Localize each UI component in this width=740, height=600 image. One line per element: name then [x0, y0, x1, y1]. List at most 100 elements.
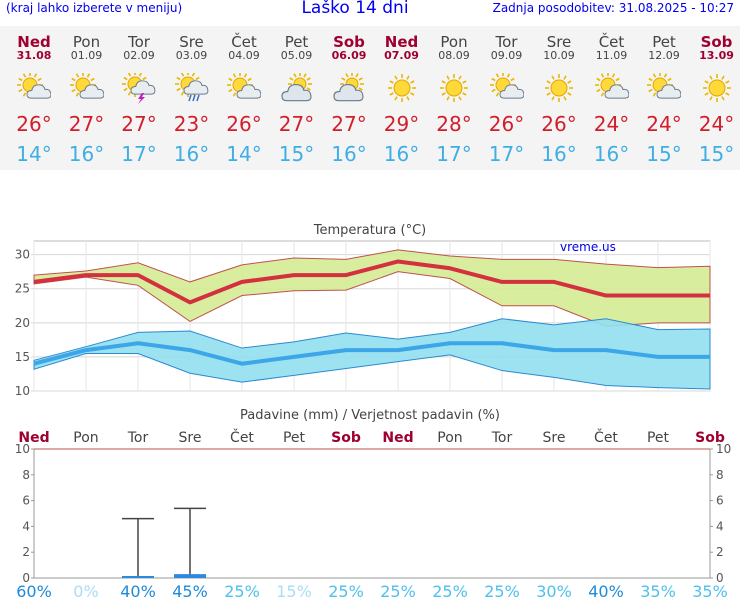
precipitation-y-tick-right: 6 — [716, 494, 724, 508]
forecast-day[interactable]: Ned 31.08 26° 14° — [8, 26, 60, 170]
day-date: 06.09 — [331, 49, 367, 62]
day-date: 09.09 — [490, 49, 523, 62]
day-name: Pon — [440, 33, 468, 51]
day-name: Sob — [333, 33, 365, 51]
day-name: Pet — [284, 33, 309, 51]
min-temperature: 16° — [173, 142, 210, 166]
day-date: 01.09 — [70, 49, 103, 62]
precipitation-y-tick-left: 8 — [22, 468, 30, 482]
day-name: Čet — [231, 33, 257, 51]
precipitation-chart-title: Padavine (mm) / Verjetnost padavin (%) — [240, 408, 500, 423]
sun-icon — [700, 73, 734, 103]
sun-cloud-icon — [17, 72, 52, 103]
precipitation-probability: 35% — [692, 582, 728, 600]
precipitation-probability: 25% — [484, 582, 520, 600]
min-temperature: 16° — [593, 142, 630, 166]
forecast-day[interactable]: Tor 02.09 27° 17° — [113, 26, 165, 170]
location-hint[interactable]: (kraj lahko izberete v meniju) — [6, 1, 183, 15]
precipitation-day-label: Ned — [382, 430, 413, 446]
temperature-y-tick: 25 — [15, 282, 30, 296]
precipitation-y-tick-right: 2 — [716, 545, 724, 559]
day-date: 04.09 — [228, 49, 260, 62]
forecast-day[interactable]: Ned 07.09 29° 16° — [376, 26, 428, 170]
day-name: Tor — [128, 33, 150, 51]
max-temperature: 24° — [698, 112, 735, 136]
precipitation-probability: 0% — [73, 582, 98, 600]
sun-icon — [542, 73, 576, 103]
forecast-day[interactable]: Pet 05.09 27° 15° — [271, 26, 323, 170]
min-temperature-line — [33, 341, 710, 366]
precipitation-probability: 15% — [276, 582, 312, 600]
day-name: Sre — [179, 33, 204, 51]
day-date: 08.09 — [438, 49, 470, 62]
day-name: Sre — [546, 33, 572, 51]
max-temperature: 23° — [173, 112, 210, 136]
forecast-day[interactable]: Sob 06.09 27° 16° — [323, 26, 375, 170]
min-temperature: 16° — [541, 142, 577, 166]
day-name: Tor — [495, 33, 518, 51]
precipitation-y-tick-right: 4 — [716, 519, 724, 533]
day-name: Ned — [384, 33, 419, 51]
day-date: 13.09 — [699, 49, 734, 62]
daily-forecast-strip: Ned 31.08 26° 14° Pon 01.09 27° 16° Tor 02.09 27° 1… — [0, 26, 740, 170]
max-temperature: 26° — [16, 112, 52, 136]
sun-cloud-icon — [227, 72, 262, 103]
day-date: 11.09 — [595, 49, 628, 62]
day-date: 31.08 — [16, 49, 52, 62]
min-temperature: 14° — [226, 142, 262, 166]
precipitation-day-label: Tor — [127, 430, 149, 446]
day-name: Sob — [700, 33, 733, 51]
precipitation-probability: 25% — [432, 582, 468, 600]
min-temperature: 15° — [646, 142, 682, 166]
precipitation-probability: 45% — [172, 582, 208, 600]
cloudy-icon — [332, 72, 366, 103]
min-temperature-band — [33, 318, 711, 390]
precipitation-probability: 40% — [588, 582, 624, 600]
temperature-y-tick: 10 — [15, 384, 30, 398]
temperature-chart-title: Temperatura (°C) — [313, 223, 426, 238]
temperature-y-tick: 20 — [15, 316, 30, 330]
page-title[interactable]: Laško 14 dni — [301, 0, 409, 18]
day-date: 12.09 — [648, 49, 680, 62]
forecast-day[interactable]: Pet 12.09 24° 15° — [638, 26, 690, 170]
precipitation-day-label: Pet — [283, 430, 306, 446]
precipitation-y-tick-left: 10 — [15, 442, 30, 456]
temperature-y-tick: 30 — [15, 248, 30, 262]
sun-cloud-icon — [594, 72, 629, 103]
temperature-y-tick: 15 — [15, 350, 30, 364]
forecast-day[interactable]: Sob 13.09 24° 15° — [691, 26, 740, 170]
day-date: 07.09 — [384, 49, 419, 62]
max-temperature: 27° — [121, 112, 157, 136]
sun-icon — [437, 73, 471, 103]
max-temperature: 27° — [68, 112, 105, 136]
max-temperature: 27° — [278, 112, 315, 136]
sun-cloud-icon — [647, 72, 682, 103]
forecast-day[interactable]: Pon 01.09 27° 16° — [61, 26, 113, 170]
precipitation-y-tick-left: 4 — [22, 519, 30, 533]
sun-icon — [385, 73, 419, 103]
precipitation-y-tick-left: 6 — [22, 494, 30, 508]
min-temperature: 17° — [121, 142, 157, 166]
min-temperature: 14° — [16, 142, 52, 166]
precipitation-day-label: Sre — [179, 430, 202, 446]
forecast-day[interactable]: Čet 04.09 26° 14° — [218, 26, 270, 170]
day-date: 03.09 — [175, 49, 208, 62]
precipitation-probability: 25% — [224, 582, 260, 600]
forecast-day[interactable]: Sre 03.09 23° 16° — [166, 26, 218, 170]
precipitation-day-label: Sob — [695, 430, 725, 446]
max-temperature: 26° — [226, 112, 262, 136]
max-temperature-band — [33, 249, 711, 327]
last-update-label: Zadnja posodobitev: 31.08.2025 - 10:27 — [492, 1, 734, 15]
forecast-day[interactable]: Sre 10.09 26° 16° — [533, 26, 585, 170]
forecast-day[interactable]: Čet 11.09 24° 16° — [586, 26, 638, 170]
min-temperature: 15° — [278, 142, 315, 166]
min-temperature: 15° — [698, 142, 735, 166]
min-temperature: 16° — [68, 142, 105, 166]
forecast-day[interactable]: Tor 09.09 26° 17° — [481, 26, 533, 170]
max-temperature: 26° — [488, 112, 525, 136]
forecast-day[interactable]: Pon 08.09 28° 17° — [428, 26, 480, 170]
day-name: Pet — [652, 33, 676, 51]
precipitation-probability: 40% — [120, 582, 156, 600]
precipitation-day-label: Sob — [331, 430, 361, 446]
day-name: Čet — [598, 33, 625, 51]
